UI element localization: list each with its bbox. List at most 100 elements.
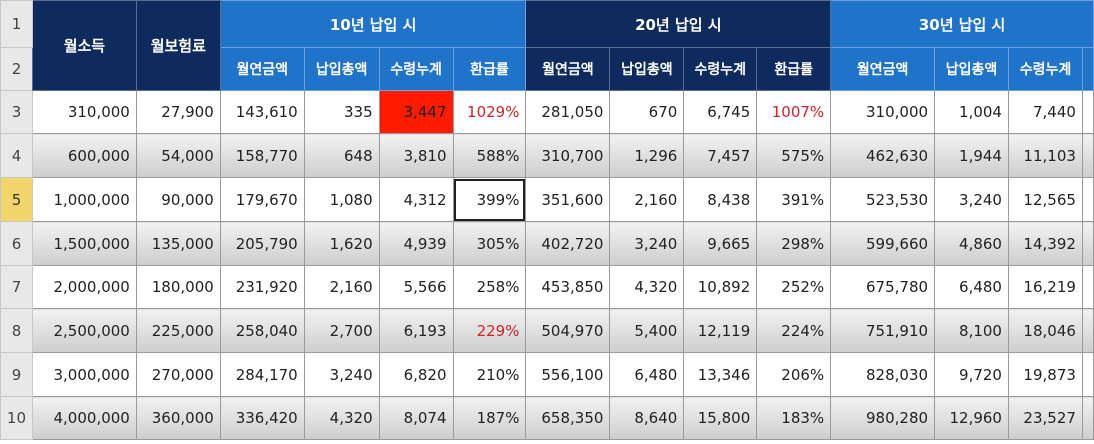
cell-pension-20[interactable]: 402,720: [525, 221, 611, 266]
cell-overflow[interactable]: [1081, 396, 1094, 440]
cell-total-paid-20[interactable]: 5,400: [609, 308, 685, 353]
subheader-overflow-column[interactable]: [1081, 47, 1094, 91]
cell-total-paid-30[interactable]: 1,004: [934, 90, 1009, 134]
cell-overflow[interactable]: [1081, 177, 1094, 222]
cell-pension-10[interactable]: 284,170: [219, 352, 305, 397]
cell-cumulative-30[interactable]: 18,046: [1007, 308, 1083, 353]
column-header-monthly-income[interactable]: 월소득: [31, 0, 137, 91]
cell-cumulative-30[interactable]: 19,873: [1007, 352, 1083, 397]
cell-monthly-premium[interactable]: 54,000: [135, 133, 221, 178]
cell-refund-rate-20[interactable]: 206%: [756, 352, 832, 397]
cell-cumulative-10[interactable]: 3,810: [378, 133, 454, 178]
cell-cumulative-30[interactable]: 14,392: [1007, 221, 1083, 266]
cell-total-paid-10[interactable]: 648: [303, 133, 380, 178]
cell-total-paid-20[interactable]: 3,240: [609, 221, 685, 266]
cell-cumulative-10[interactable]: 4,312: [378, 177, 454, 222]
cell-cumulative-10[interactable]: 6,820: [378, 352, 454, 397]
cell-cumulative-30[interactable]: 7,440: [1007, 90, 1083, 134]
cell-monthly-income[interactable]: 3,000,000: [31, 352, 137, 397]
cell-cumulative-30[interactable]: 16,219: [1007, 265, 1083, 309]
cell-refund-rate-10[interactable]: 399%: [452, 177, 527, 222]
subheader-total-paid-10[interactable]: 납입총액: [303, 47, 380, 91]
cell-pension-10[interactable]: 336,420: [219, 396, 305, 440]
cell-pension-10[interactable]: 158,770: [219, 133, 305, 178]
subheader-pension-30[interactable]: 월연금액: [830, 47, 936, 91]
cell-monthly-income[interactable]: 4,000,000: [31, 396, 137, 440]
cell-cumulative-30[interactable]: 12,565: [1007, 177, 1083, 222]
cell-total-paid-30[interactable]: 12,960: [934, 396, 1009, 440]
cell-refund-rate-10[interactable]: 258%: [452, 265, 527, 309]
cell-cumulative-20[interactable]: 15,800: [683, 396, 758, 440]
column-header-monthly-premium[interactable]: 월보험료: [135, 0, 221, 91]
cell-total-paid-10[interactable]: 2,700: [303, 308, 380, 353]
cell-monthly-premium[interactable]: 180,000: [135, 265, 221, 309]
cell-monthly-income[interactable]: 600,000: [31, 133, 137, 178]
cell-pension-10[interactable]: 143,610: [219, 90, 305, 134]
cell-total-paid-10[interactable]: 1,080: [303, 177, 380, 222]
cell-refund-rate-20[interactable]: 575%: [756, 133, 832, 178]
cell-pension-10[interactable]: 205,790: [219, 221, 305, 266]
cell-overflow[interactable]: [1081, 221, 1094, 266]
cell-refund-rate-10[interactable]: 229%: [452, 308, 527, 353]
cell-cumulative-20[interactable]: 13,346: [683, 352, 758, 397]
cell-total-paid-20[interactable]: 6,480: [609, 352, 685, 397]
cell-refund-rate-20[interactable]: 252%: [756, 265, 832, 309]
cell-cumulative-20[interactable]: 9,665: [683, 221, 758, 266]
cell-refund-rate-20[interactable]: 1007%: [756, 90, 832, 134]
cell-pension-30[interactable]: 310,000: [830, 90, 936, 134]
group-header-30-years[interactable]: 30년 납입 시: [830, 0, 1094, 48]
cell-refund-rate-10[interactable]: 1029%: [452, 90, 527, 134]
cell-pension-20[interactable]: 453,850: [525, 265, 611, 309]
cell-cumulative-10[interactable]: 4,939: [378, 221, 454, 266]
cell-cumulative-20[interactable]: 8,438: [683, 177, 758, 222]
cell-pension-30[interactable]: 751,910: [830, 308, 936, 353]
cell-pension-20[interactable]: 504,970: [525, 308, 611, 353]
cell-monthly-income[interactable]: 310,000: [31, 90, 137, 134]
cell-monthly-premium[interactable]: 27,900: [135, 90, 221, 134]
cell-total-paid-10[interactable]: 4,320: [303, 396, 380, 440]
subheader-pension-20[interactable]: 월연금액: [525, 47, 611, 91]
cell-overflow[interactable]: [1081, 352, 1094, 397]
cell-refund-rate-20[interactable]: 391%: [756, 177, 832, 222]
cell-cumulative-10[interactable]: 3,447: [378, 90, 454, 134]
cell-overflow[interactable]: [1081, 265, 1094, 309]
cell-pension-10[interactable]: 258,040: [219, 308, 305, 353]
cell-total-paid-20[interactable]: 1,296: [609, 133, 685, 178]
subheader-total-paid-20[interactable]: 납입총액: [609, 47, 685, 91]
cell-pension-10[interactable]: 179,670: [219, 177, 305, 222]
row-header[interactable]: 5: [0, 177, 33, 222]
cell-total-paid-20[interactable]: 670: [609, 90, 685, 134]
row-header[interactable]: 7: [0, 265, 33, 309]
row-header[interactable]: 4: [0, 133, 33, 178]
cell-total-paid-30[interactable]: 8,100: [934, 308, 1009, 353]
cell-total-paid-10[interactable]: 2,160: [303, 265, 380, 309]
cell-pension-30[interactable]: 980,280: [830, 396, 936, 440]
cell-cumulative-30[interactable]: 23,527: [1007, 396, 1083, 440]
cell-pension-20[interactable]: 351,600: [525, 177, 611, 222]
cell-total-paid-20[interactable]: 8,640: [609, 396, 685, 440]
cell-refund-rate-10[interactable]: 187%: [452, 396, 527, 440]
cell-refund-rate-20[interactable]: 298%: [756, 221, 832, 266]
cell-monthly-income[interactable]: 1,000,000: [31, 177, 137, 222]
row-header[interactable]: 6: [0, 221, 33, 266]
cell-monthly-income[interactable]: 2,000,000: [31, 265, 137, 309]
cell-total-paid-30[interactable]: 3,240: [934, 177, 1009, 222]
row-header[interactable]: 2: [0, 47, 33, 91]
cell-monthly-premium[interactable]: 270,000: [135, 352, 221, 397]
row-header[interactable]: 1: [0, 0, 33, 48]
cell-total-paid-30[interactable]: 9,720: [934, 352, 1009, 397]
cell-cumulative-10[interactable]: 8,074: [378, 396, 454, 440]
group-header-10-years[interactable]: 10년 납입 시: [219, 0, 527, 48]
cell-refund-rate-20[interactable]: 183%: [756, 396, 832, 440]
cell-cumulative-20[interactable]: 10,892: [683, 265, 758, 309]
cell-total-paid-10[interactable]: 335: [303, 90, 380, 134]
cell-cumulative-20[interactable]: 7,457: [683, 133, 758, 178]
cell-monthly-income[interactable]: 1,500,000: [31, 221, 137, 266]
cell-monthly-income[interactable]: 2,500,000: [31, 308, 137, 353]
cell-pension-30[interactable]: 462,630: [830, 133, 936, 178]
cell-refund-rate-10[interactable]: 588%: [452, 133, 527, 178]
cell-total-paid-10[interactable]: 1,620: [303, 221, 380, 266]
cell-pension-30[interactable]: 828,030: [830, 352, 936, 397]
cell-refund-rate-20[interactable]: 224%: [756, 308, 832, 353]
cell-pension-20[interactable]: 310,700: [525, 133, 611, 178]
